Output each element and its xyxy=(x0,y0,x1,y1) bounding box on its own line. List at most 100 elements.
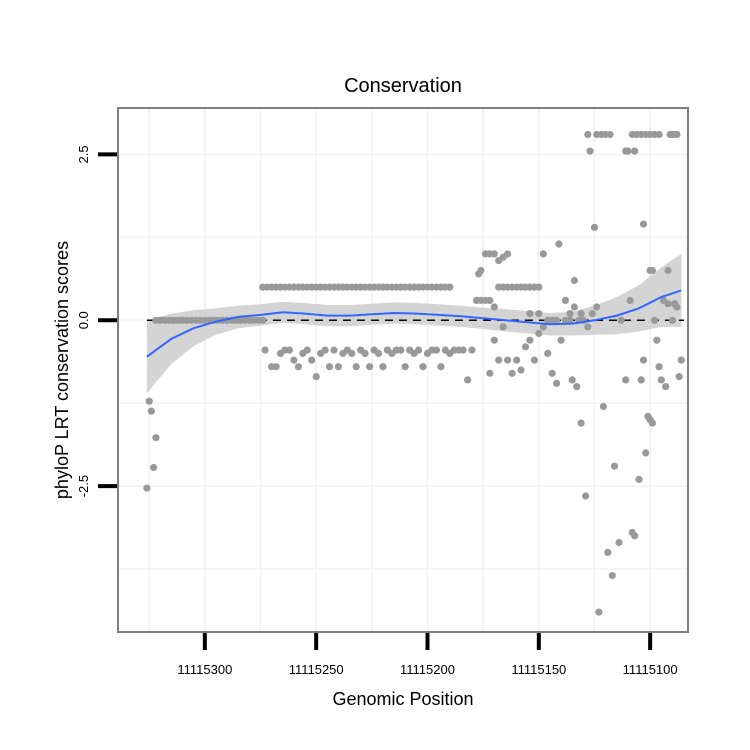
data-point xyxy=(401,363,409,371)
data-point xyxy=(635,475,643,483)
data-point xyxy=(555,240,563,248)
data-point xyxy=(321,346,329,354)
data-point xyxy=(464,376,472,384)
data-point xyxy=(582,492,590,500)
chart-title: Conservation xyxy=(344,75,462,97)
data-point xyxy=(486,296,494,304)
data-point xyxy=(544,349,552,357)
data-point xyxy=(446,283,454,291)
data-point xyxy=(639,220,648,228)
data-point xyxy=(610,462,619,470)
data-point xyxy=(608,572,616,580)
data-point xyxy=(553,316,561,324)
x-tick-label: 11115250 xyxy=(289,662,344,677)
data-point xyxy=(599,402,608,411)
data-point xyxy=(415,346,423,354)
data-point xyxy=(361,349,369,357)
data-point xyxy=(517,366,525,374)
smooth-line xyxy=(146,289,682,358)
data-point xyxy=(526,310,534,318)
data-point xyxy=(626,296,634,304)
data-point xyxy=(566,310,574,318)
data-point xyxy=(468,346,476,354)
data-point xyxy=(673,130,681,139)
data-point xyxy=(259,316,267,324)
data-point xyxy=(379,363,387,371)
data-point xyxy=(530,356,539,364)
x-tick-label: 11115150 xyxy=(511,662,566,677)
data-point xyxy=(366,363,374,371)
data-point xyxy=(584,323,592,331)
data-point xyxy=(150,463,158,472)
data-point xyxy=(631,147,639,155)
data-point xyxy=(290,356,298,364)
data-point xyxy=(495,356,503,364)
data-point xyxy=(535,310,543,318)
y-axis-ticks: 2.5 0.0 -2.5 xyxy=(76,145,117,497)
data-point xyxy=(637,376,645,384)
data-point xyxy=(308,356,316,364)
data-point xyxy=(566,316,574,324)
data-point xyxy=(285,346,293,354)
data-point xyxy=(593,303,601,311)
data-point xyxy=(535,329,543,338)
data-point xyxy=(573,383,581,391)
data-point xyxy=(325,363,334,371)
y-tick-label: 2.5 xyxy=(76,145,91,163)
data-point xyxy=(539,323,547,331)
data-point xyxy=(490,336,498,344)
data-point xyxy=(312,373,320,381)
data-point xyxy=(477,266,485,275)
data-point xyxy=(664,300,672,308)
data-point xyxy=(513,356,521,364)
data-point xyxy=(348,349,356,357)
data-point xyxy=(653,336,661,344)
data-point xyxy=(595,608,603,616)
data-point xyxy=(642,449,650,457)
data-point xyxy=(145,397,153,405)
data-point xyxy=(272,363,280,371)
data-point xyxy=(147,407,155,415)
data-point xyxy=(508,369,516,377)
data-point xyxy=(631,532,639,540)
data-point xyxy=(651,316,659,324)
data-point xyxy=(539,250,547,258)
data-point xyxy=(437,363,445,371)
x-axis-ticks: 11115300 11115250 11115200 11115150 11115100 xyxy=(177,633,678,677)
data-point xyxy=(655,130,663,139)
data-point xyxy=(535,283,543,291)
data-point xyxy=(374,349,383,357)
data-point xyxy=(504,356,512,364)
data-point xyxy=(648,419,657,427)
data-point xyxy=(548,369,556,377)
data-point xyxy=(419,363,427,371)
data-point xyxy=(584,130,592,139)
data-point xyxy=(639,356,648,364)
data-point xyxy=(334,363,342,371)
data-point xyxy=(615,538,623,547)
data-point xyxy=(577,419,585,427)
data-point xyxy=(586,147,594,155)
data-point xyxy=(664,266,672,275)
data-point xyxy=(668,316,677,324)
data-point xyxy=(294,363,302,371)
data-point xyxy=(526,336,534,344)
data-point xyxy=(622,376,630,384)
data-point xyxy=(677,356,685,364)
data-point xyxy=(499,323,507,331)
data-point xyxy=(490,303,498,311)
data-point xyxy=(577,310,585,318)
data-point xyxy=(352,363,360,371)
data-point xyxy=(662,383,670,391)
y-axis-label: phyloP LRT conservation scores xyxy=(52,241,72,499)
data-point xyxy=(152,434,160,442)
data-point xyxy=(604,548,612,557)
x-axis-label: Genomic Position xyxy=(332,689,473,709)
data-point xyxy=(588,310,596,318)
data-point xyxy=(606,130,614,139)
data-point xyxy=(553,379,561,387)
data-point xyxy=(570,276,579,285)
x-tick-label: 11115100 xyxy=(623,662,678,677)
data-point xyxy=(570,303,579,311)
data-point xyxy=(397,346,405,354)
